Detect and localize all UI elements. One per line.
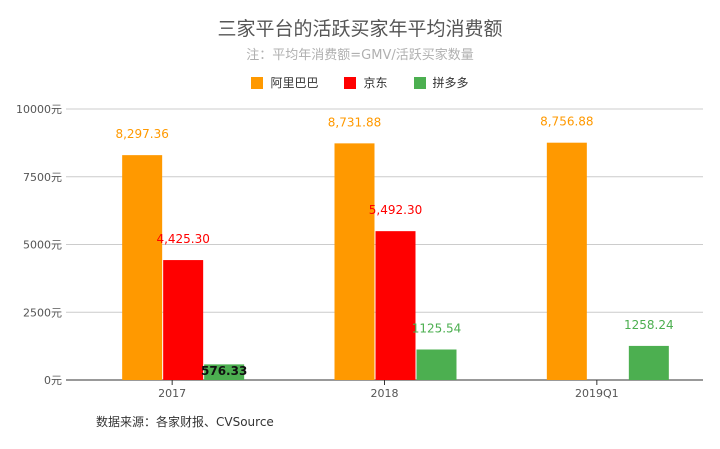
y-tick-label: 7500元 [23,171,62,184]
y-tick-label: 5000元 [23,239,62,252]
y-tick-label: 2500元 [23,306,62,319]
bar [122,155,163,380]
legend: 阿里巴巴 京东 拼多多 [0,74,720,91]
data-label: 4,425.30 [156,232,209,246]
data-label: 8,756.88 [540,115,593,129]
legend-item-jd[interactable]: 京东 [344,74,388,91]
legend-item-pinduoduo[interactable]: 拼多多 [413,74,469,91]
data-label: 8,731.88 [328,115,381,129]
x-tick-label: 2019Q1 [575,387,619,400]
bar [334,143,375,380]
bar [163,260,204,380]
data-label: 1258.24 [624,318,674,332]
data-label: 576.33 [201,364,247,378]
data-label: 1125.54 [412,321,462,335]
legend-swatch-alibaba [251,76,264,89]
bar [375,231,416,380]
legend-item-alibaba[interactable]: 阿里巴巴 [251,74,318,91]
legend-label-pinduoduo: 拼多多 [432,76,469,90]
bar [628,345,669,380]
source-note: 数据来源：各家财报、CVSource [96,415,274,429]
bar [204,364,245,380]
legend-swatch-jd [344,76,357,89]
legend-swatch-pinduoduo [413,76,426,89]
y-tick-label: 10000元 [16,103,62,116]
bar [546,142,587,380]
bar [416,349,457,380]
data-label: 8,297.36 [115,127,168,141]
x-tick-label: 2018 [371,387,399,400]
chart-title: 三家平台的活跃买家年平均消费额 [217,18,503,40]
y-tick-label: 0元 [44,374,62,387]
chart-subtitle: 注：平均年消费额=GMV/活跃买家数量 [246,48,474,63]
legend-label-alibaba: 阿里巴巴 [270,76,319,90]
legend-label-jd: 京东 [363,76,388,90]
data-label: 5,492.30 [369,203,422,217]
x-tick-label: 2017 [158,387,186,400]
